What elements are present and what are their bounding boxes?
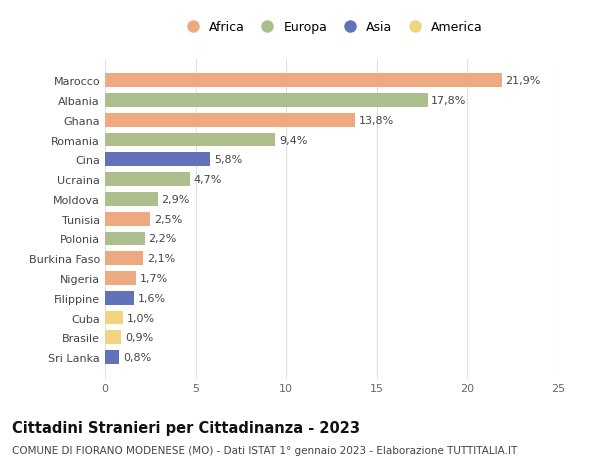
Text: 2,2%: 2,2% xyxy=(148,234,177,244)
Text: 5,8%: 5,8% xyxy=(214,155,242,165)
Text: 2,5%: 2,5% xyxy=(154,214,182,224)
Text: Cittadini Stranieri per Cittadinanza - 2023: Cittadini Stranieri per Cittadinanza - 2… xyxy=(12,420,360,435)
Text: 13,8%: 13,8% xyxy=(359,116,394,125)
Bar xyxy=(105,173,190,187)
Bar xyxy=(105,350,119,364)
Bar xyxy=(105,114,355,128)
Text: 1,6%: 1,6% xyxy=(137,293,166,303)
Bar xyxy=(105,232,145,246)
Bar xyxy=(105,291,134,305)
Bar xyxy=(105,74,502,88)
Text: 1,7%: 1,7% xyxy=(139,274,167,283)
Bar xyxy=(105,252,143,266)
Bar xyxy=(105,192,158,207)
Legend: Africa, Europa, Asia, America: Africa, Europa, Asia, America xyxy=(180,21,483,34)
Text: 9,4%: 9,4% xyxy=(279,135,307,145)
Text: 2,1%: 2,1% xyxy=(146,254,175,263)
Bar xyxy=(105,134,275,147)
Text: 21,9%: 21,9% xyxy=(505,76,541,86)
Text: COMUNE DI FIORANO MODENESE (MO) - Dati ISTAT 1° gennaio 2023 - Elaborazione TUTT: COMUNE DI FIORANO MODENESE (MO) - Dati I… xyxy=(12,445,517,455)
Text: 2,9%: 2,9% xyxy=(161,195,190,204)
Bar xyxy=(105,153,210,167)
Bar xyxy=(105,94,428,108)
Bar xyxy=(105,212,151,226)
Text: 17,8%: 17,8% xyxy=(431,96,467,106)
Text: 0,9%: 0,9% xyxy=(125,333,153,342)
Text: 1,0%: 1,0% xyxy=(127,313,155,323)
Bar xyxy=(105,330,121,344)
Text: 4,7%: 4,7% xyxy=(194,175,222,185)
Bar xyxy=(105,311,123,325)
Text: 0,8%: 0,8% xyxy=(123,352,151,362)
Bar xyxy=(105,271,136,285)
